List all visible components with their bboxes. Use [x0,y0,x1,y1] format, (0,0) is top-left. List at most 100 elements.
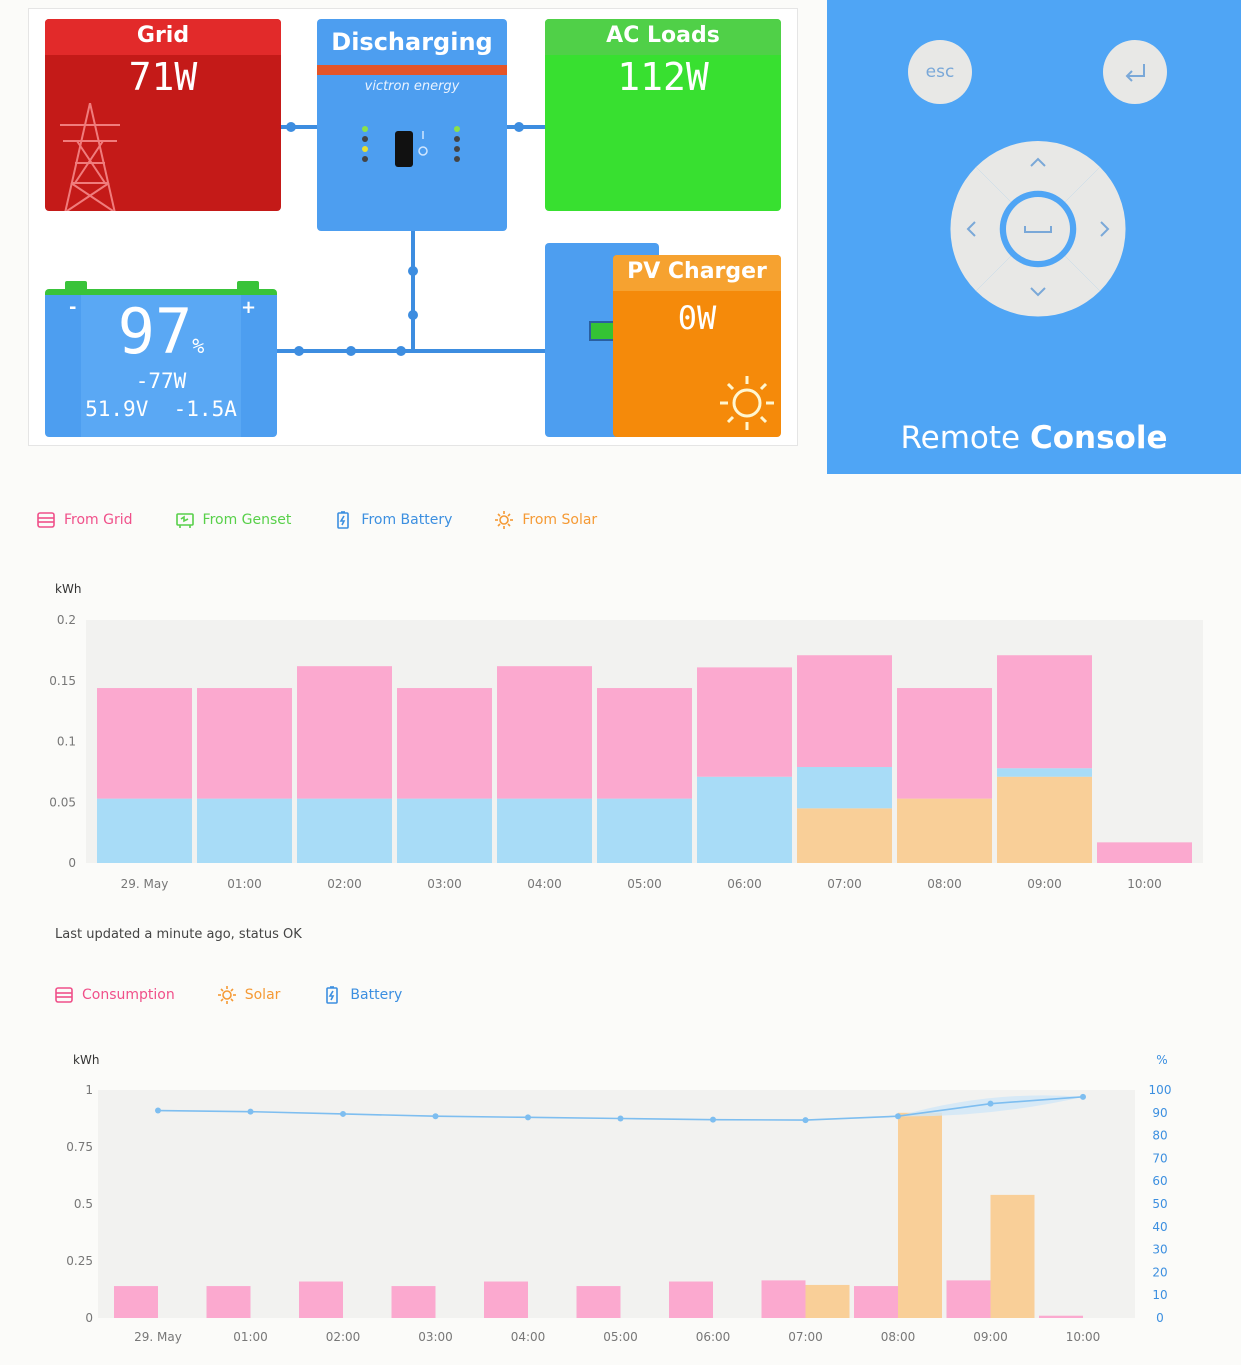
battery-icon [337,511,350,529]
x-tick-label: 05:00 [603,1330,638,1344]
dpad-left-button[interactable] [950,167,1011,291]
y2-tick-label: 0 [1156,1311,1164,1325]
bar-from-battery[interactable] [297,798,392,863]
legend-item-battery[interactable]: Battery [322,985,402,1005]
bar-consumption[interactable] [576,1286,621,1318]
y-tick-label: 0 [68,856,76,870]
bar-from-grid[interactable] [997,655,1092,769]
bar-consumption[interactable] [391,1286,436,1318]
x-tick-label: 07:00 [788,1330,823,1344]
battery-point[interactable] [525,1114,531,1121]
dpad-up-button[interactable] [976,141,1100,202]
legend-label: From Battery [361,512,453,528]
bar-from-solar[interactable] [997,776,1092,863]
bar-consumption[interactable] [669,1281,713,1318]
legend-item-consumption[interactable]: Consumption [54,985,175,1005]
x-tick-label: 03:00 [427,877,462,891]
bar-consumption[interactable] [114,1286,158,1318]
bar-solar[interactable] [805,1284,850,1318]
bar-from-battery[interactable] [597,798,692,863]
sun-icon [720,376,774,430]
bar-solar[interactable] [990,1194,1035,1318]
inverter-state: Discharging [331,28,493,56]
battery-point[interactable] [340,1110,346,1117]
bar-consumption[interactable] [1039,1315,1083,1318]
battery-point[interactable] [247,1108,254,1115]
bar-from-grid[interactable] [797,655,892,768]
bar-from-battery[interactable] [497,798,592,863]
bar-consumption[interactable] [946,1280,991,1318]
inverter-stripe [317,65,507,75]
bar-consumption[interactable] [299,1281,343,1318]
legend-item-from-genset[interactable]: From Genset [175,510,291,530]
y-axis-label: kWh [73,1053,99,1067]
ac-loads-tile[interactable]: AC Loads 112W [545,19,781,211]
grid-title: Grid [45,19,281,55]
battery-power: -77W [135,369,187,393]
y2-axis-label: % [1156,1053,1167,1067]
bar-from-battery[interactable] [397,798,492,863]
bar-from-grid[interactable] [897,688,992,799]
bar-from-grid[interactable] [397,688,492,799]
energy-balance-chart: kWh %10.750.50.25010090807060504030201002… [66,1053,1171,1344]
balance-legend: Consumption Solar Battery [54,985,444,1005]
bar-from-battery[interactable] [797,767,892,809]
grid-tile[interactable]: Grid 71W [45,19,281,211]
battery-point[interactable] [617,1115,624,1122]
inverter-panel-icon [362,126,460,167]
bar-from-grid[interactable] [597,688,692,799]
battery-point[interactable] [1080,1093,1086,1100]
legend-label: Solar [244,987,281,1003]
bar-from-grid[interactable] [297,666,392,799]
legend-item-from-grid[interactable]: From Grid [36,510,133,530]
remote-console: esc Remote Console [827,0,1241,474]
battery-voltage-current: 51.9V -1.5A [85,397,237,421]
legend-item-solar[interactable]: Solar [217,985,281,1005]
pv-charger-tile[interactable]: PV Charger 0W [613,255,781,437]
battery-point[interactable] [802,1117,809,1124]
bar-from-battery[interactable] [997,768,1092,777]
battery-terminal-left [65,281,87,291]
battery-point[interactable] [432,1113,439,1120]
bar-from-grid[interactable] [97,688,192,799]
battery-point[interactable] [710,1116,716,1123]
bar-from-solar[interactable] [797,808,892,863]
x-tick-label: 04:00 [511,1330,546,1344]
dpad-right-button[interactable] [1065,167,1126,291]
y-tick-label: 0.2 [57,613,76,627]
esc-button[interactable]: esc [908,40,972,104]
bar-from-solar[interactable] [897,798,992,863]
battery-minus-sign: - [69,297,77,318]
bar-from-battery[interactable] [197,798,292,863]
battery-point[interactable] [895,1113,901,1120]
y2-tick-label: 60 [1152,1174,1167,1188]
bar-from-grid[interactable] [197,688,292,799]
bar-from-battery[interactable] [697,776,792,863]
bar-solar[interactable] [898,1112,942,1318]
legend-item-from-battery[interactable]: From Battery [333,510,452,530]
enter-button[interactable] [1103,40,1167,104]
bar-from-grid[interactable] [497,666,592,799]
grid-icon [37,512,55,528]
legend-label: Battery [350,987,403,1003]
source-legend: From Grid From Genset From Battery From Sol… [36,510,639,530]
bar-consumption[interactable] [206,1286,251,1318]
battery-plus-sign: + [241,297,257,318]
bar-consumption[interactable] [854,1286,898,1318]
x-tick-label: 09:00 [973,1330,1008,1344]
bar-consumption[interactable] [484,1281,528,1318]
bar-consumption[interactable] [761,1280,806,1318]
x-tick-label: 03:00 [418,1330,453,1344]
bar-from-battery[interactable] [97,798,192,863]
inverter-tile[interactable]: Discharging victron energy [317,19,507,231]
dpad-down-button[interactable] [976,256,1100,317]
battery-point[interactable] [987,1100,994,1107]
legend-item-from-solar[interactable]: From Solar [494,510,597,530]
bar-from-grid[interactable] [1097,842,1192,863]
system-overview: Grid 71W Discharging victron energy A [28,8,798,446]
bar-from-grid[interactable] [697,667,792,777]
y-tick-label: 1 [85,1083,93,1097]
battery-point[interactable] [155,1107,161,1114]
battery-tile[interactable]: - + 97% -77W 51.9V -1.5A [45,281,277,437]
dpad-space-button[interactable] [1006,197,1070,261]
